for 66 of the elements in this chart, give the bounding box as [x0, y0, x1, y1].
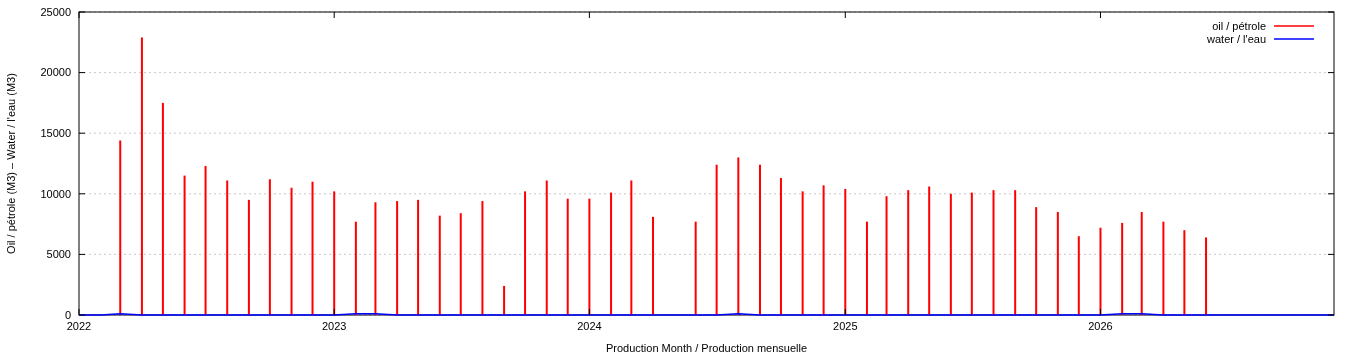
bar	[1162, 221, 1165, 315]
bar	[396, 201, 399, 315]
y-tick-label: 15000	[40, 127, 71, 140]
bar	[844, 188, 847, 315]
bar	[1121, 222, 1124, 315]
bar	[1099, 227, 1102, 315]
bar	[183, 175, 186, 315]
bar	[1014, 190, 1017, 315]
bar	[928, 186, 931, 315]
x-tick-label: 2024	[577, 320, 602, 332]
y-axis-title: Oil / pétrole (M3) – Water / l'eau (M3)	[5, 73, 17, 254]
bar	[758, 164, 761, 315]
bar	[545, 180, 548, 315]
bar	[1056, 211, 1059, 315]
bar	[503, 285, 506, 315]
bar	[801, 191, 804, 315]
bar	[652, 216, 655, 315]
bar	[459, 213, 462, 315]
bar	[290, 187, 293, 315]
bar	[907, 190, 910, 315]
x-tick-label: 2026	[1088, 320, 1113, 332]
bar	[354, 221, 357, 315]
bar	[610, 192, 613, 315]
bar	[694, 221, 697, 315]
bar	[1205, 237, 1208, 315]
bar	[715, 164, 718, 315]
y-tick-label: 5000	[46, 248, 71, 261]
bar	[737, 157, 740, 315]
bar	[374, 202, 377, 315]
legend-label: oil / pétrole	[1212, 19, 1266, 32]
bar	[1077, 236, 1080, 315]
bar	[161, 102, 164, 315]
bar	[417, 199, 420, 315]
y-tick-label: 20000	[40, 66, 71, 79]
bar	[268, 179, 271, 315]
bar	[588, 198, 591, 315]
bar	[333, 191, 336, 315]
bar	[481, 201, 484, 315]
bar	[1140, 211, 1143, 315]
bar	[1035, 207, 1038, 315]
x-tick-label: 2023	[321, 320, 347, 332]
bar	[247, 199, 250, 315]
bar	[992, 190, 995, 315]
bar	[140, 37, 143, 315]
bar	[630, 180, 633, 315]
y-tick-label: 10000	[40, 187, 71, 200]
bar	[1183, 230, 1186, 315]
y-tick-label: 0	[64, 308, 71, 321]
x-tick-label: 2022	[66, 320, 92, 332]
legend-label: water / l'eau	[1206, 32, 1266, 45]
y-tick-label: 25000	[40, 5, 71, 18]
bar	[970, 192, 973, 315]
bar	[566, 198, 569, 315]
bar	[311, 181, 314, 315]
x-tick-label: 2025	[833, 320, 858, 332]
bar	[822, 185, 825, 315]
bar	[119, 140, 122, 315]
bar	[779, 178, 782, 315]
bar	[524, 191, 527, 315]
bar	[204, 165, 207, 315]
bar	[949, 193, 952, 315]
bar	[885, 196, 888, 315]
bar	[226, 180, 229, 315]
bar	[438, 215, 441, 315]
x-axis-title: Production Month / Production mensuelle	[605, 342, 808, 354]
bar	[865, 221, 868, 315]
